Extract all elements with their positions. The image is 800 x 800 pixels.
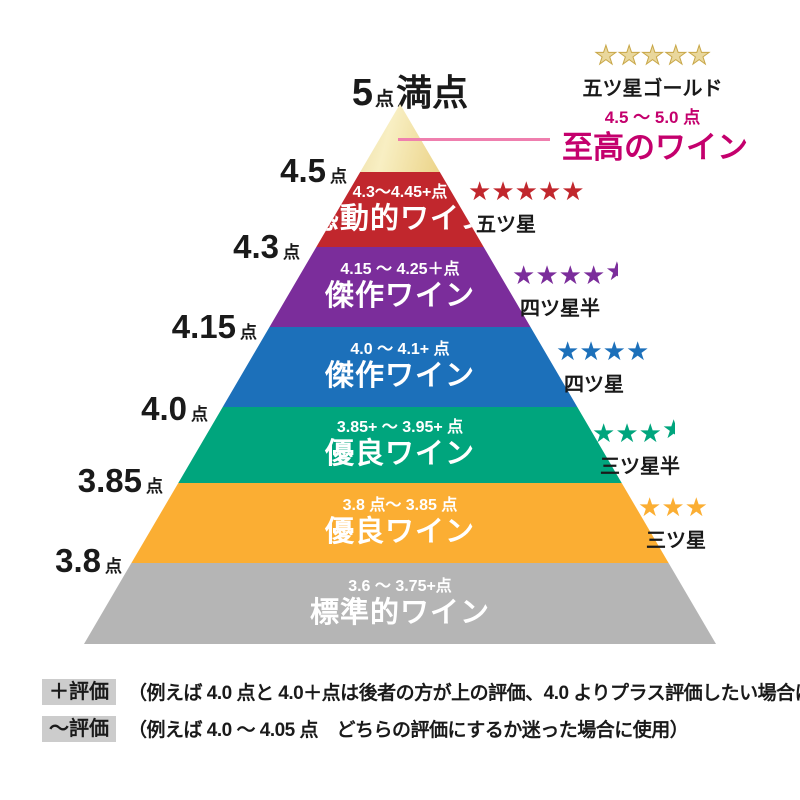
plus-rating-text: （例えば 4.0 点と 4.0＋点は後者の方が上の評価、4.0 よりプラス評価し…	[128, 683, 800, 704]
pyramid-level-red: 4.3～4.45+点 感動的ワイン	[309, 172, 490, 247]
star-icon: ★	[556, 336, 580, 366]
scale-unit: 点	[330, 167, 347, 186]
star-icon: ★	[468, 176, 492, 206]
blue-stars: ★★★★	[556, 338, 649, 364]
star-icon: ★	[664, 40, 688, 70]
scale-label-4-5: 4.5 点	[280, 152, 347, 190]
apex-title: 5 点満点	[330, 64, 490, 116]
star-icon: ★	[617, 40, 641, 70]
level-name: 優良ワイン	[324, 438, 475, 471]
star-row-label: 五ツ星	[476, 214, 536, 236]
scale-value: 4.3	[233, 228, 279, 265]
scale-label-4-0: 4.0 点	[141, 390, 208, 428]
callout-name: 至高のワイン	[562, 130, 748, 165]
scale-unit: 点	[240, 323, 257, 342]
scale-unit: 点	[191, 405, 208, 424]
star-row-label: 五ツ星ゴールド	[582, 78, 723, 100]
half-star-icon: ★	[605, 258, 619, 284]
star-row-green: ★★★★ 三ツ星半	[592, 416, 680, 479]
star-icon: ★	[491, 176, 515, 206]
pyramid-level-gray: 3.6 ～ 3.75+点 標準的ワイン	[84, 563, 716, 644]
star-row-gold: ★★★★★ 五ツ星ゴールド	[565, 42, 740, 101]
pyramid-level-orange: 3.8 点～ 3.85 点 優良ワイン	[131, 483, 669, 563]
star-icon: ★	[687, 40, 711, 70]
star-row-label: 四ツ星半	[520, 298, 600, 320]
scale-value: 4.5	[280, 152, 326, 189]
callout-pointer-line	[398, 138, 550, 141]
star-icon: ★	[579, 336, 603, 366]
scale-label-4-3: 4.3 点	[233, 228, 300, 266]
scale-value: 3.85	[77, 462, 142, 499]
level-name: 感動的ワイン	[309, 202, 490, 235]
tilde-rating-text: （例えば 4.0 ～ 4.05 点 どちらの評価にするか迷った場合に使用）	[128, 720, 689, 741]
level-range: 4.15 ～ 4.25＋点	[340, 261, 460, 279]
star-icon: ★	[535, 260, 559, 290]
star-icon: ★	[638, 418, 662, 448]
star-icon: ★	[514, 176, 538, 206]
tilde-rating-badge: ～評価	[42, 715, 116, 742]
level-range: 4.3～4.45+点	[352, 183, 448, 201]
level-range: 4.0 ～ 4.1+ 点	[350, 341, 450, 359]
star-row-label: 三ツ星	[646, 530, 706, 552]
apex-suffix: 満点	[396, 72, 469, 113]
star-row-blue: ★★★★ 四ツ星	[556, 338, 649, 397]
apex-unit: 点	[375, 89, 395, 110]
pyramid-level-green: 3.85+ ～ 3.95+ 点 優良ワイン	[178, 407, 622, 483]
pyramid-level-blue: 4.0 ～ 4.1+ 点 傑作ワイン	[222, 327, 578, 407]
star-row-label: 四ツ星	[564, 374, 624, 396]
scale-unit: 点	[105, 557, 122, 576]
star-row-orange: ★★★ 三ツ星	[638, 494, 708, 553]
scale-value: 3.8	[55, 542, 101, 579]
level-range: 3.6 ～ 3.75+点	[348, 577, 452, 595]
plus-rating-badge: ＋評価	[42, 678, 116, 705]
star-icon: ★	[661, 492, 685, 522]
gold-stars: ★★★★★	[565, 40, 740, 70]
scale-label-3-8: 3.8 点	[55, 542, 122, 580]
level-name: 傑作ワイン	[324, 280, 475, 313]
level-name: 標準的ワイン	[309, 596, 490, 629]
star-icon: ★	[625, 336, 650, 366]
apex-score: 5	[351, 72, 374, 114]
star-icon: ★	[638, 492, 662, 522]
star-row-purple: ★★★★★ 四ツ星半	[512, 258, 618, 321]
star-icon: ★	[581, 260, 606, 290]
scale-label-3-85: 3.85 点	[78, 462, 163, 500]
red-stars: ★★★★★	[468, 178, 585, 204]
orange-stars: ★★★	[638, 494, 708, 520]
star-icon: ★	[592, 418, 616, 448]
scale-unit: 点	[283, 243, 300, 262]
star-icon: ★	[602, 336, 626, 366]
star-icon: ★	[615, 418, 639, 448]
level-name: 優良ワイン	[324, 516, 475, 549]
half-star-icon: ★	[661, 416, 675, 442]
scale-unit: 点	[146, 477, 163, 496]
pyramid-level-purple: 4.15 ～ 4.25＋点 傑作ワイン	[269, 247, 531, 327]
star-icon: ★	[558, 260, 582, 290]
star-icon: ★	[561, 176, 585, 206]
star-row-red: ★★★★★ 五ツ星	[468, 178, 585, 237]
note-plus-rating: ＋評価 （例えば 4.0 点と 4.0＋点は後者の方が上の評価、4.0 よりプラ…	[42, 678, 800, 705]
purple-stars: ★★★★★	[512, 258, 618, 288]
star-icon: ★	[640, 40, 665, 70]
green-stars: ★★★★	[592, 416, 680, 446]
star-icon: ★	[512, 260, 536, 290]
scale-value: 4.15	[171, 308, 236, 345]
star-icon: ★	[537, 176, 562, 206]
level-range: 3.85+ ～ 3.95+ 点	[336, 419, 464, 437]
star-icon: ★	[684, 492, 708, 522]
star-icon: ★	[594, 40, 618, 70]
star-row-label: 三ツ星半	[600, 456, 680, 478]
note-tilde-rating: ～評価 （例えば 4.0 ～ 4.05 点 どちらの評価にするか迷った場合に使用…	[42, 715, 689, 742]
level-name: 傑作ワイン	[324, 360, 475, 393]
scale-label-4-15: 4.15 点	[172, 308, 257, 346]
callout-range: 4.5 ～ 5.0 点	[604, 108, 701, 127]
scale-value: 4.0	[141, 390, 187, 427]
pyramid: 4.3～4.45+点 感動的ワイン 4.15 ～ 4.25＋点 傑作ワイン 4.…	[84, 104, 716, 644]
level-range: 3.8 点～ 3.85 点	[342, 497, 458, 515]
